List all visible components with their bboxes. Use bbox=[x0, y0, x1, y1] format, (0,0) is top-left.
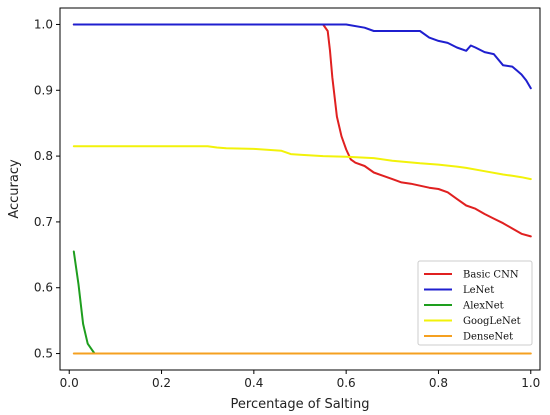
x-axis: 0.0 0.2 0.4 0.6 0.8 1.0 bbox=[60, 370, 540, 390]
legend-label: Basic CNN bbox=[463, 270, 519, 281]
x-tick-label: 0.8 bbox=[429, 376, 448, 390]
series-line-alexnet bbox=[72, 250, 96, 355]
y-tick-label: 0.9 bbox=[34, 83, 53, 97]
x-tick-label: 0.4 bbox=[244, 376, 263, 390]
y-axis: 0.5 0.6 0.7 0.8 0.9 1.0 bbox=[34, 17, 60, 361]
legend: Basic CNN LeNet AlexNet GoogLeNet DenseNet bbox=[417, 260, 533, 346]
x-tick-label: 0.6 bbox=[337, 376, 356, 390]
legend-label: GoogLeNet bbox=[463, 316, 521, 327]
legend-label: DenseNet bbox=[463, 332, 513, 343]
y-tick-label: 0.7 bbox=[34, 215, 53, 229]
x-tick-label: 0.0 bbox=[60, 376, 79, 390]
legend-label: AlexNet bbox=[462, 301, 504, 312]
y-tick-label: 1.0 bbox=[34, 17, 53, 31]
y-tick-label: 0.8 bbox=[34, 149, 53, 163]
series-lines bbox=[72, 23, 532, 355]
legend-label: LeNet bbox=[463, 285, 494, 296]
x-tick-label: 0.2 bbox=[152, 376, 171, 390]
series-line-lenet bbox=[72, 23, 532, 90]
x-axis-label: Percentage of Salting bbox=[231, 397, 370, 412]
series-line-googlenet bbox=[72, 145, 532, 181]
legend-box bbox=[417, 260, 533, 346]
y-axis-label: Accuracy bbox=[7, 159, 22, 219]
y-tick-label: 0.5 bbox=[34, 347, 53, 361]
y-tick-label: 0.6 bbox=[34, 281, 53, 295]
x-tick-label: 1.0 bbox=[521, 376, 540, 390]
